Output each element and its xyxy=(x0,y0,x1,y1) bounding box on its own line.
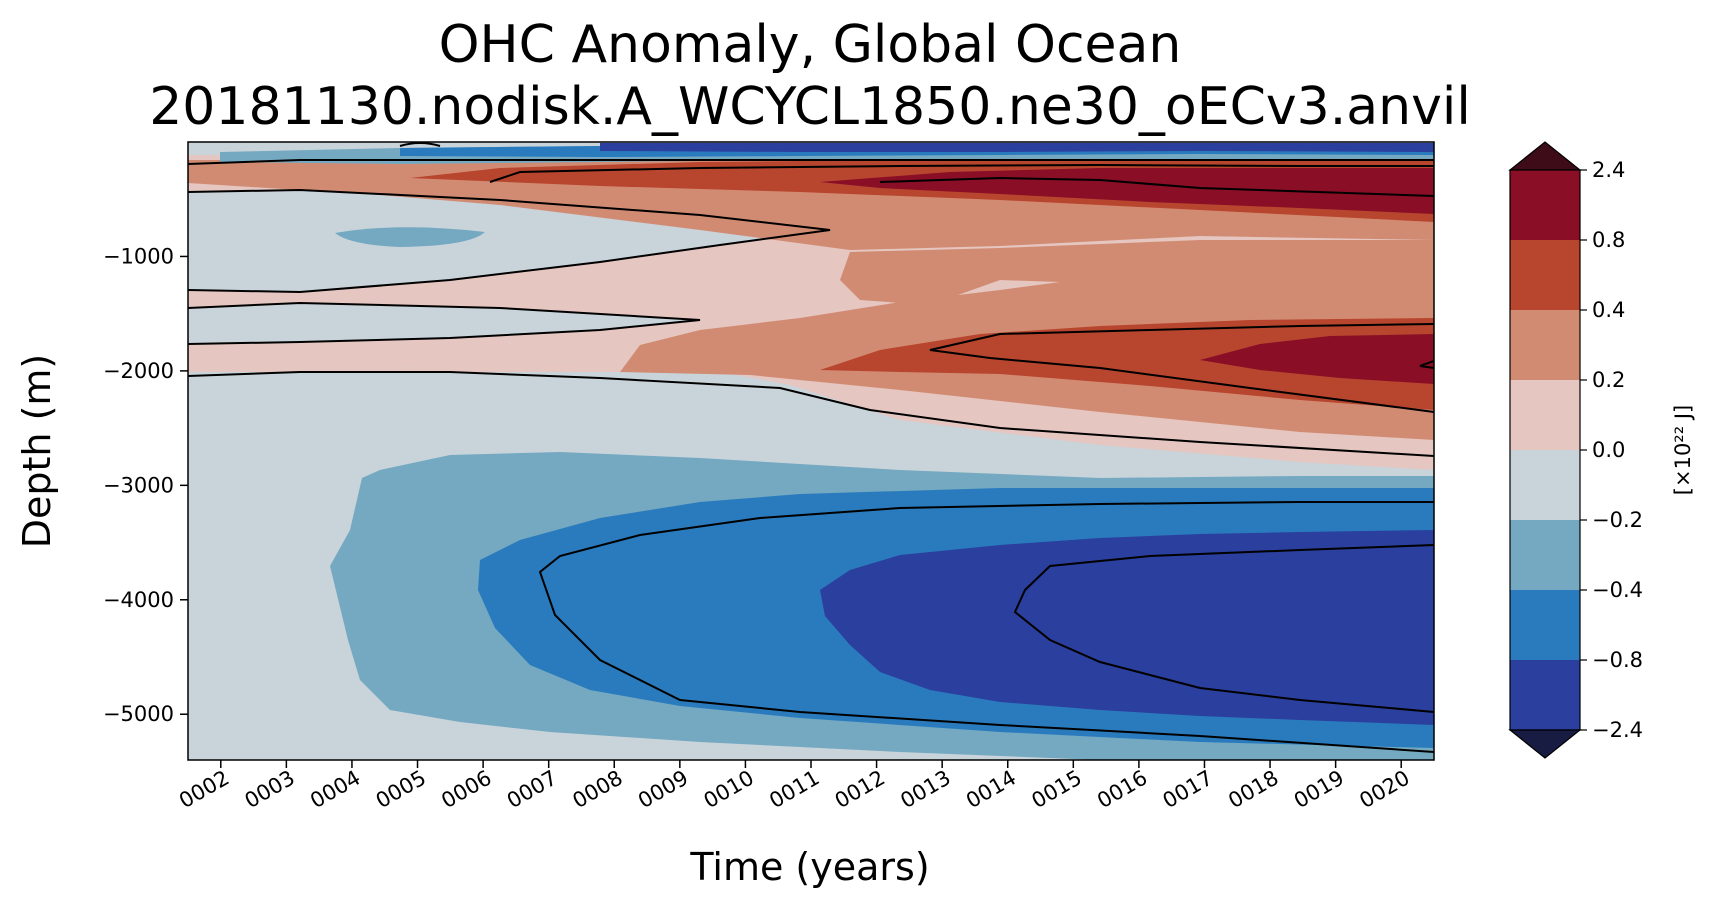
contour-line xyxy=(929,323,1434,413)
x-tick-label: 0015 xyxy=(1028,766,1086,814)
plot-area xyxy=(188,142,1434,760)
y-tick-label: −2000 xyxy=(103,359,174,383)
colorbar-segment xyxy=(1510,310,1580,380)
colorbar-segment xyxy=(1510,380,1580,450)
colorbar-label: [×10²² J] xyxy=(1671,405,1695,495)
contour-line xyxy=(489,163,1434,183)
colorbar-segment xyxy=(1510,170,1580,240)
contour-lines xyxy=(188,142,1434,753)
x-tick-label: 0018 xyxy=(1224,766,1282,814)
colorbar-tick-label: −0.4 xyxy=(1592,578,1643,602)
region-cool-small-lens xyxy=(335,227,485,247)
region-left-edge-neutral xyxy=(188,376,196,760)
colorbar-tick-label: 0.4 xyxy=(1592,298,1625,322)
colorbar-segment xyxy=(1510,240,1580,310)
x-tick-label: 0017 xyxy=(1159,766,1217,814)
contour-line xyxy=(1419,360,1434,369)
chart-title: OHC Anomaly, Global Ocean xyxy=(439,15,1182,75)
y-tick-label: −5000 xyxy=(103,702,174,726)
colorbar-tick-label: 0.0 xyxy=(1592,438,1625,462)
x-tick-label: 0007 xyxy=(503,766,561,814)
x-tick-label: 0004 xyxy=(306,766,364,814)
colorbar-tick-label: 2.4 xyxy=(1592,158,1625,182)
x-tick-label: 0008 xyxy=(568,766,626,814)
x-tick-label: 0014 xyxy=(962,766,1020,814)
colorbar-tick-label: −2.4 xyxy=(1592,718,1643,742)
x-tick-label: 0012 xyxy=(831,766,889,814)
colorbar-tick-label: 0.2 xyxy=(1592,368,1625,392)
contour-line xyxy=(188,371,1434,457)
colorbar-segment xyxy=(1510,450,1580,520)
x-tick-label: 0003 xyxy=(241,766,299,814)
colorbar: −2.4 −0.8 −0.4 −0.2 0.0 0.2 0.4 0.8 2.4 [×10²² J] xyxy=(1508,141,1695,759)
contour-line xyxy=(188,159,1434,165)
colorbar-extend-low xyxy=(1508,729,1582,759)
y-tick-label: −3000 xyxy=(103,473,174,497)
x-tick-label: 0009 xyxy=(634,766,692,814)
x-tick-label: 0013 xyxy=(896,766,954,814)
x-axis-ticks: 0002 0003 0004 0005 0006 0007 0008 0009 0010 0011… xyxy=(175,760,1414,813)
x-tick-label: 0011 xyxy=(765,766,823,814)
contour-line xyxy=(188,188,831,294)
contour-line xyxy=(879,176,1434,197)
region-abyss-strong-cool xyxy=(820,530,1434,725)
contour-line xyxy=(188,301,701,345)
x-tick-label: 0005 xyxy=(372,766,430,814)
y-tick-label: −4000 xyxy=(103,588,174,612)
y-axis-ticks: −1000 −2000 −3000 −4000 −5000 xyxy=(103,244,188,726)
colorbar-tick-label: 0.8 xyxy=(1592,228,1625,252)
x-tick-label: 0002 xyxy=(175,766,233,814)
x-tick-label: 0019 xyxy=(1290,766,1348,814)
colorbar-tick-label: −0.8 xyxy=(1592,648,1643,672)
x-tick-label: 0010 xyxy=(700,766,758,814)
chart-subtitle: 20181130.nodisk.A_WCYCL1850.ne30_oECv3.a… xyxy=(149,77,1471,137)
colorbar-segment xyxy=(1510,520,1580,590)
region-very-strong-positive-mid xyxy=(1200,334,1434,384)
y-axis-label: Depth (m) xyxy=(15,354,59,549)
x-tick-label: 0016 xyxy=(1093,766,1151,814)
colorbar-segment xyxy=(1510,660,1580,730)
colorbar-tick-label: −0.2 xyxy=(1592,508,1643,532)
y-tick-label: −1000 xyxy=(103,244,174,268)
x-tick-label: 0006 xyxy=(437,766,495,814)
colorbar-extend-high xyxy=(1508,141,1582,171)
region-surface-very-strong-cool xyxy=(600,143,1434,152)
colorbar-segment xyxy=(1510,590,1580,660)
contour-line xyxy=(538,501,1434,753)
contour-line xyxy=(1013,544,1434,713)
contour-line xyxy=(399,142,441,147)
x-tick-label: 0020 xyxy=(1355,766,1413,814)
x-axis-label: Time (years) xyxy=(689,845,929,889)
